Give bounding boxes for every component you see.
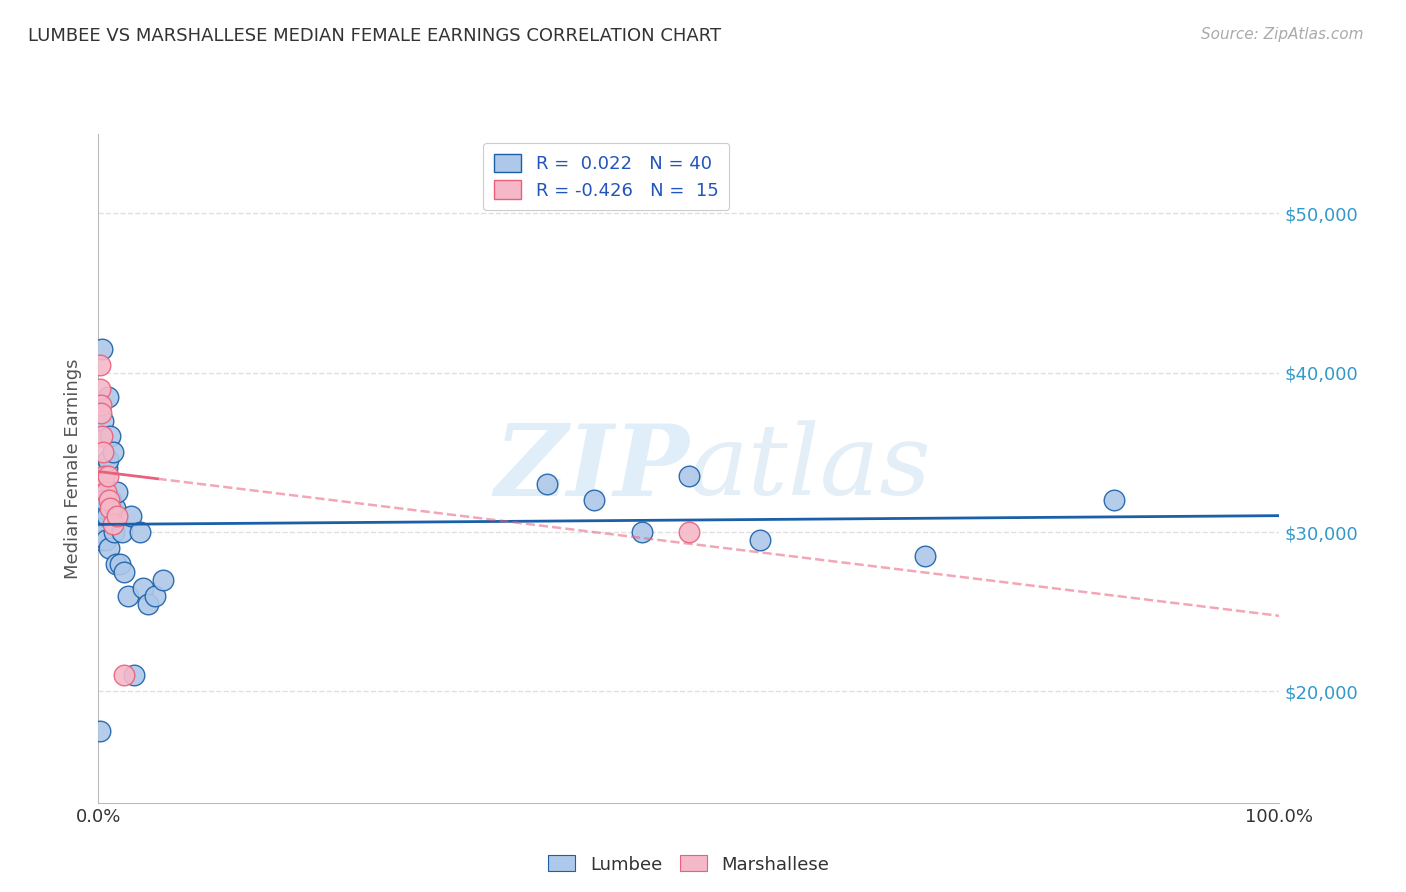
Text: Source: ZipAtlas.com: Source: ZipAtlas.com: [1201, 27, 1364, 42]
Point: [104, 501, 127, 516]
Point: [96, 461, 118, 475]
Point: [93, 477, 115, 491]
Point: [97, 469, 120, 483]
Point: [91, 413, 114, 427]
Point: [128, 524, 150, 539]
Point: [93, 469, 115, 483]
Point: [98, 429, 121, 443]
Point: [1102, 493, 1125, 508]
Point: [98, 501, 121, 516]
Point: [91, 501, 114, 516]
Point: [111, 524, 134, 539]
Point: [678, 524, 700, 539]
Point: [136, 597, 159, 611]
Point: [98, 541, 121, 555]
Point: [97, 390, 120, 404]
Point: [121, 509, 143, 524]
Point: [748, 533, 770, 547]
Point: [91, 429, 114, 443]
Point: [94, 485, 117, 500]
Point: [914, 549, 936, 563]
Point: [101, 517, 124, 532]
Point: [108, 557, 131, 571]
Point: [90, 509, 112, 524]
Point: [105, 557, 128, 571]
Point: [117, 589, 139, 603]
Point: [91, 445, 114, 459]
Point: [112, 668, 135, 682]
Point: [100, 493, 122, 508]
Point: [101, 445, 124, 459]
Point: [122, 668, 145, 682]
Point: [105, 485, 128, 500]
Point: [112, 565, 135, 579]
Point: [103, 524, 125, 539]
Point: [143, 589, 166, 603]
Point: [98, 493, 121, 508]
Point: [583, 493, 606, 508]
Text: ZIP: ZIP: [494, 420, 689, 516]
Point: [91, 524, 114, 539]
Text: LUMBEE VS MARSHALLESE MEDIAN FEMALE EARNINGS CORRELATION CHART: LUMBEE VS MARSHALLESE MEDIAN FEMALE EARN…: [28, 27, 721, 45]
Point: [94, 533, 117, 547]
Point: [97, 453, 120, 467]
Point: [90, 533, 112, 547]
Point: [89, 724, 111, 739]
Point: [630, 524, 652, 539]
Point: [91, 342, 114, 356]
Point: [89, 358, 111, 372]
Text: atlas: atlas: [689, 421, 932, 516]
Point: [152, 573, 174, 587]
Point: [96, 509, 118, 524]
Legend: Lumbee, Marshallese: Lumbee, Marshallese: [541, 848, 837, 880]
Point: [678, 469, 700, 483]
Y-axis label: Median Female Earnings: Median Female Earnings: [65, 358, 83, 579]
Point: [536, 477, 558, 491]
Point: [90, 405, 112, 420]
Point: [89, 382, 111, 396]
Point: [105, 509, 128, 524]
Point: [90, 398, 112, 412]
Point: [132, 581, 155, 595]
Point: [93, 493, 115, 508]
